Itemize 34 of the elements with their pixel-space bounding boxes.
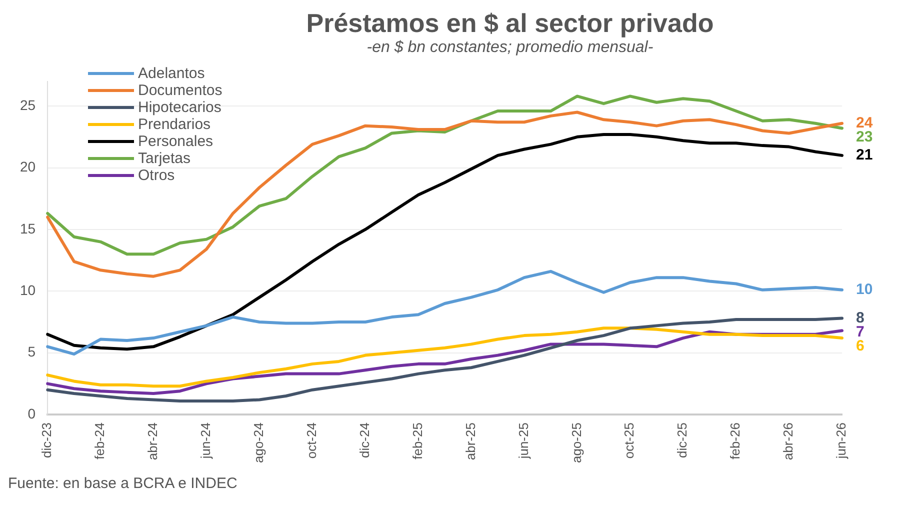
- x-tick-label: feb-26: [728, 422, 743, 460]
- legend-label: Otros: [138, 167, 175, 184]
- y-tick-label: 20: [20, 158, 36, 175]
- x-tick-label: jun-26: [834, 422, 849, 460]
- data-label: 10: [856, 281, 873, 298]
- legend-label: Documentos: [138, 82, 222, 99]
- x-tick-label: oct-25: [622, 422, 637, 459]
- chart-subtitle: -en $ bn constantes; promedio mensual-: [366, 39, 654, 57]
- x-tick-label: feb-25: [410, 422, 425, 460]
- legend-label: Personales: [138, 133, 214, 150]
- x-tick-label: jun-25: [516, 422, 531, 460]
- y-tick-label: 10: [20, 282, 36, 298]
- x-tick-label: dic-25: [674, 422, 690, 458]
- x-tick-label: jun-24: [198, 422, 214, 460]
- y-tick-label: 15: [20, 220, 36, 236]
- x-tick-label: oct-24: [304, 422, 319, 459]
- legend-label: Tarjetas: [138, 150, 191, 167]
- y-tick-label: 5: [28, 344, 36, 360]
- legend-label: Hipotecarios: [138, 99, 222, 116]
- x-tick-label: ago-24: [251, 422, 266, 464]
- x-tick-label: dic-24: [356, 422, 372, 458]
- y-tick-label: 25: [20, 96, 36, 113]
- x-tick-label: feb-24: [92, 422, 108, 460]
- x-tick-label: abr-26: [780, 422, 796, 460]
- source-note: Fuente: en base a BCRA e INDEC: [8, 475, 238, 492]
- chart-title: Préstamos en $ al sector privado: [305, 8, 715, 39]
- x-tick-label: abr-25: [462, 422, 478, 460]
- legend-label: Adelantos: [138, 65, 205, 82]
- x-tick-label: ago-25: [568, 422, 584, 464]
- legend-label: Prendarios: [138, 116, 211, 133]
- y-tick-label: 0: [28, 405, 36, 422]
- data-label: 21: [856, 146, 873, 164]
- x-tick-label: dic-23: [39, 422, 54, 458]
- x-tick-label: abr-24: [145, 422, 160, 460]
